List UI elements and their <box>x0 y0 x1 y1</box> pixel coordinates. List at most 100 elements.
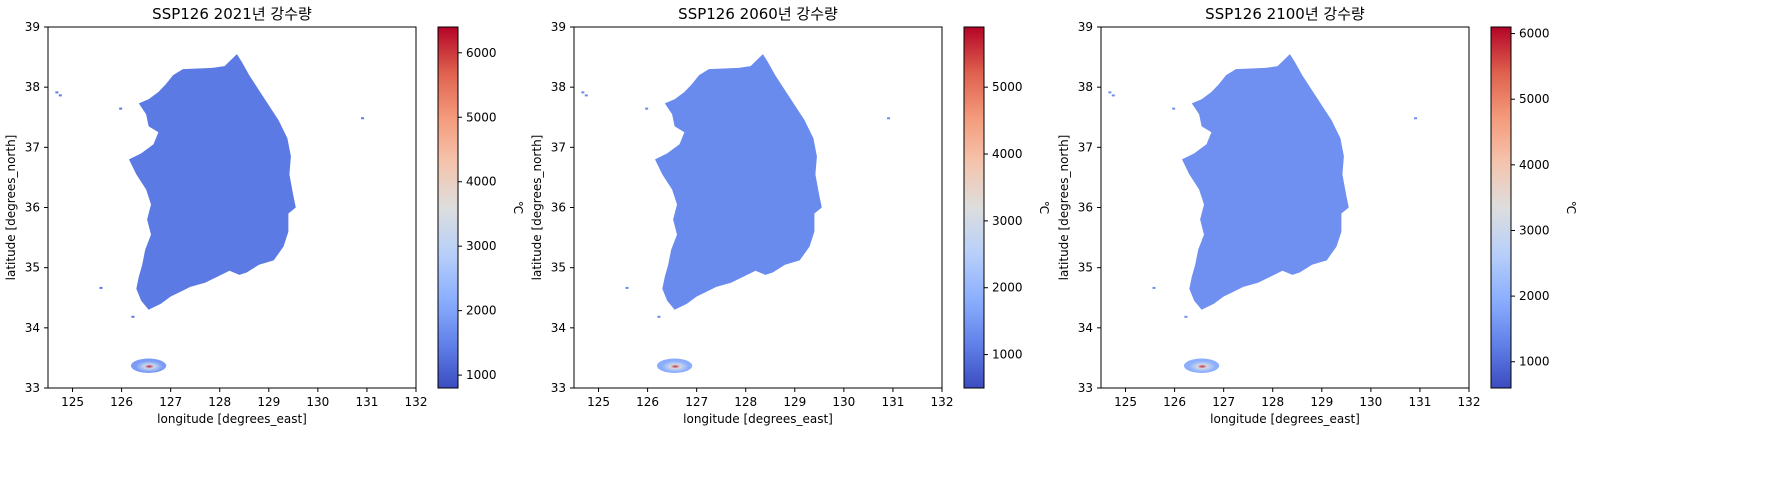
mainland-region <box>1182 54 1349 310</box>
x-tick-label: 128 <box>734 395 757 409</box>
y-axis-label: latitude [degrees_north] <box>530 135 544 281</box>
colorbar-label: ℃ <box>1037 201 1051 214</box>
colorbar-tick-label: 3000 <box>1519 223 1550 237</box>
x-tick-label: 127 <box>685 395 708 409</box>
islet-4 <box>1414 117 1417 119</box>
y-tick-label: 33 <box>551 381 566 395</box>
islet-1 <box>1108 91 1111 93</box>
colorbar-tick-label: 2000 <box>1519 289 1550 303</box>
colorbar-tick-label: 4000 <box>1519 158 1550 172</box>
colorbar-tick-label: 5000 <box>992 80 1023 94</box>
y-tick-label: 34 <box>551 321 566 335</box>
x-tick-label: 126 <box>1163 395 1186 409</box>
x-tick-label: 128 <box>208 395 231 409</box>
colorbar-label: ℃ <box>511 201 525 214</box>
chart-title: SSP126 2021년 강수량 <box>152 5 312 23</box>
y-tick-label: 36 <box>25 201 40 215</box>
y-tick-label: 39 <box>25 20 40 34</box>
x-tick-label: 128 <box>1261 395 1284 409</box>
x-tick-label: 131 <box>355 395 378 409</box>
y-tick-label: 38 <box>551 80 566 94</box>
colorbar <box>1491 27 1511 388</box>
islet-5 <box>1153 287 1156 289</box>
y-tick-label: 33 <box>1078 381 1093 395</box>
x-tick-label: 130 <box>832 395 855 409</box>
colorbar-tick-label: 2000 <box>466 304 497 318</box>
islet-6 <box>657 316 660 318</box>
chart-title: SSP126 2100년 강수량 <box>1205 5 1365 23</box>
y-tick-label: 34 <box>25 321 40 335</box>
colorbar-tick-label: 5000 <box>1519 92 1550 106</box>
islet-4 <box>887 117 890 119</box>
y-tick-label: 36 <box>1078 201 1093 215</box>
x-tick-label: 131 <box>1408 395 1431 409</box>
x-tick-label: 129 <box>1310 395 1333 409</box>
colorbar-tick-label: 6000 <box>1519 27 1550 41</box>
islet-5 <box>100 287 103 289</box>
colorbar-tick-label: 5000 <box>466 110 497 124</box>
islet-5 <box>626 287 629 289</box>
colorbar <box>438 27 458 388</box>
islet-2 <box>585 94 588 96</box>
x-tick-label: 125 <box>61 395 84 409</box>
islet-3 <box>645 108 648 110</box>
x-tick-label: 126 <box>110 395 133 409</box>
islet-3 <box>119 108 122 110</box>
islet-6 <box>131 316 134 318</box>
x-tick-label: 132 <box>931 395 954 409</box>
islet-2 <box>1112 94 1115 96</box>
x-axis-label: longitude [degrees_east] <box>1210 412 1360 426</box>
x-tick-label: 127 <box>1212 395 1235 409</box>
y-tick-label: 35 <box>551 261 566 275</box>
mainland-region <box>129 54 296 310</box>
x-tick-label: 126 <box>636 395 659 409</box>
jeju-island <box>1184 359 1219 373</box>
jeju-island <box>657 359 692 373</box>
x-tick-label: 132 <box>405 395 428 409</box>
x-tick-label: 130 <box>306 395 329 409</box>
islet-4 <box>361 117 364 119</box>
y-tick-label: 38 <box>1078 80 1093 94</box>
colorbar-tick-label: 3000 <box>466 239 497 253</box>
x-tick-label: 130 <box>1359 395 1382 409</box>
subplot-1: SSP126 2021년 강수량 125 126 127 128 129 130 131 132… <box>4 5 525 426</box>
jeju-island <box>131 359 166 373</box>
y-tick-label: 37 <box>551 140 566 154</box>
colorbar-tick-label: 1000 <box>1519 355 1550 369</box>
islet-1 <box>55 91 58 93</box>
y-tick-label: 35 <box>1078 261 1093 275</box>
y-tick-label: 37 <box>1078 140 1093 154</box>
y-axis-label: latitude [degrees_north] <box>4 135 18 281</box>
colorbar-tick-label: 4000 <box>992 147 1023 161</box>
x-tick-label: 127 <box>159 395 182 409</box>
y-tick-label: 35 <box>25 261 40 275</box>
subplot-3: SSP126 2100년 강수량 125 126 127 128 129 130 131 132… <box>1057 5 1578 426</box>
islet-3 <box>1172 108 1175 110</box>
mainland-region <box>655 54 822 310</box>
x-tick-label: 125 <box>1114 395 1137 409</box>
islet-2 <box>59 94 62 96</box>
x-tick-label: 131 <box>881 395 904 409</box>
colorbar <box>964 27 984 388</box>
chart-title: SSP126 2060년 강수량 <box>678 5 838 23</box>
x-tick-label: 132 <box>1458 395 1481 409</box>
y-axis-label: latitude [degrees_north] <box>1057 135 1071 281</box>
x-axis-label: longitude [degrees_east] <box>683 412 833 426</box>
subplot-2: SSP126 2060년 강수량 125 126 127 128 129 130 131 132… <box>530 5 1051 426</box>
colorbar-tick-label: 2000 <box>992 281 1023 295</box>
y-tick-label: 33 <box>25 381 40 395</box>
colorbar-tick-label: 6000 <box>466 46 497 60</box>
y-tick-label: 37 <box>25 140 40 154</box>
colorbar-tick-label: 1000 <box>992 348 1023 362</box>
y-tick-label: 36 <box>551 201 566 215</box>
colorbar-tick-label: 3000 <box>992 214 1023 228</box>
x-tick-label: 129 <box>257 395 280 409</box>
x-axis-label: longitude [degrees_east] <box>157 412 307 426</box>
y-tick-label: 38 <box>25 80 40 94</box>
colorbar-label: ℃ <box>1564 201 1578 214</box>
y-tick-label: 34 <box>1078 321 1093 335</box>
y-tick-label: 39 <box>1078 20 1093 34</box>
x-tick-label: 125 <box>587 395 610 409</box>
islet-1 <box>581 91 584 93</box>
